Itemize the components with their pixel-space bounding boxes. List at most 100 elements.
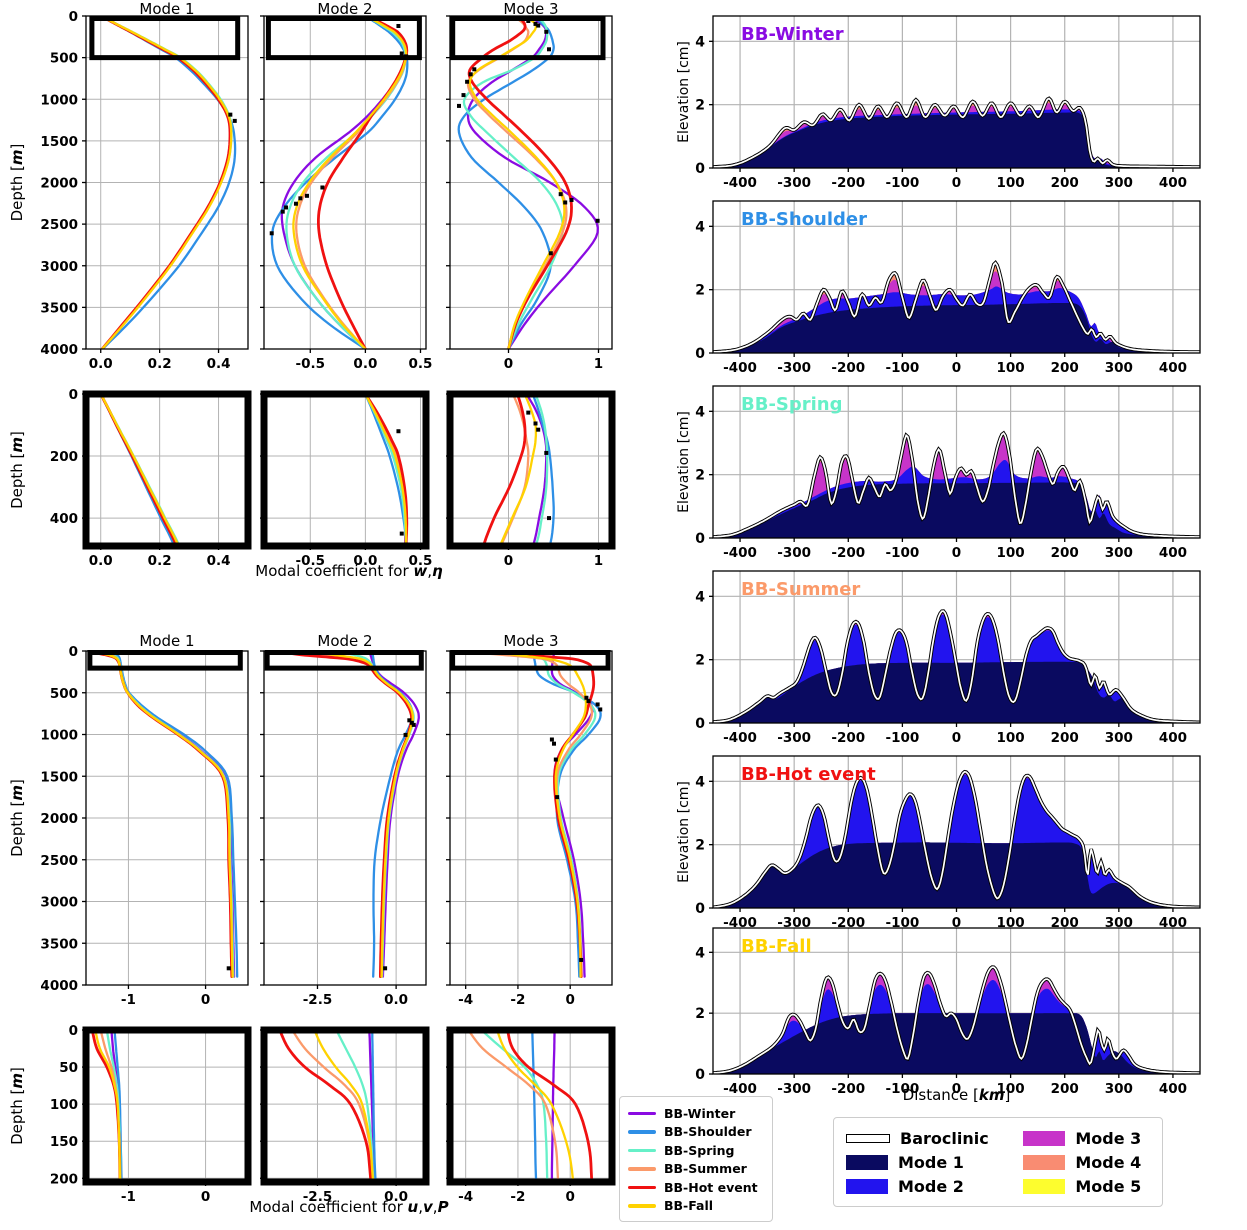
profile-line-bb-hot-event xyxy=(467,16,573,349)
svg-text:400: 400 xyxy=(1159,915,1187,931)
svg-text:-300: -300 xyxy=(777,730,811,746)
profile-line-bb-spring xyxy=(335,1030,375,1182)
svg-text:1000: 1000 xyxy=(40,728,78,744)
svg-text:1: 1 xyxy=(594,553,603,569)
critical-point-marker xyxy=(555,795,560,800)
svg-text:4: 4 xyxy=(695,945,705,961)
mode1-area xyxy=(713,112,1200,168)
svg-text:500: 500 xyxy=(50,686,78,702)
profile-line-bb-hot-event xyxy=(506,651,596,978)
svg-text:100: 100 xyxy=(997,545,1025,561)
critical-point-marker xyxy=(399,51,404,56)
svg-text:2000: 2000 xyxy=(40,176,78,192)
svg-text:0.0: 0.0 xyxy=(89,553,113,569)
elevation-panel-bb-winter: -400 -300 -200 -100 0 100 200 300 400 0 2 4 xyxy=(695,15,1201,191)
elevation-panel-bb-shoulder: -400 -300 -200 -100 0 100 200 300 400 0 2 4 xyxy=(695,200,1201,376)
svg-text:3000: 3000 xyxy=(40,259,78,275)
profile-line-bb-spring xyxy=(534,394,549,546)
svg-text:3000: 3000 xyxy=(40,895,78,911)
critical-point-marker xyxy=(396,429,401,434)
svg-text:0.0: 0.0 xyxy=(89,356,113,372)
svg-text:-1: -1 xyxy=(121,992,136,1008)
svg-text:-200: -200 xyxy=(831,360,865,376)
svg-text:4: 4 xyxy=(695,34,705,50)
svg-text:-300: -300 xyxy=(777,360,811,376)
svg-text:0.5: 0.5 xyxy=(409,553,433,569)
legend-seasons: BB-Winter BB-Shoulder BB-Spring BB-Summe… xyxy=(619,1096,773,1222)
w-mode3-title: Mode 3 xyxy=(503,0,559,18)
svg-text:2500: 2500 xyxy=(40,217,78,233)
profile-line-bb-summer xyxy=(467,1030,560,1182)
depth-ylabel-u-main: Depth [m] xyxy=(8,779,26,857)
profile-line-bb-spring xyxy=(462,16,564,349)
legend-item-bb-fall: BB-Fall xyxy=(628,1197,764,1216)
svg-text:0: 0 xyxy=(695,716,705,732)
svg-text:0: 0 xyxy=(565,1189,574,1205)
zoom-region-box xyxy=(450,15,606,61)
profile-line-bb-fall xyxy=(364,394,408,546)
mode5-fill-swatch xyxy=(1023,1178,1066,1194)
svg-text:-300: -300 xyxy=(777,545,811,561)
critical-point-marker xyxy=(548,251,553,256)
svg-text:-400: -400 xyxy=(723,545,757,561)
svg-text:100: 100 xyxy=(997,915,1025,931)
critical-point-marker xyxy=(409,720,414,725)
critical-point-marker xyxy=(595,218,600,223)
svg-text:0.4: 0.4 xyxy=(207,553,231,569)
u-main-panel-3: -4 -2 0 xyxy=(446,650,613,1008)
svg-text:-400: -400 xyxy=(723,360,757,376)
u-zoom-panel-1: -1 0 0 50 100 150 200 xyxy=(50,1023,252,1205)
critical-point-marker xyxy=(547,47,551,52)
critical-point-marker xyxy=(226,966,231,971)
svg-text:0: 0 xyxy=(695,1067,705,1083)
svg-text:1000: 1000 xyxy=(40,92,78,108)
svg-text:0.2: 0.2 xyxy=(148,356,172,372)
critical-point-marker xyxy=(403,732,408,737)
svg-text:-2.5: -2.5 xyxy=(303,1189,333,1205)
bb-winter-line-swatch xyxy=(628,1111,656,1115)
legend-item-bb-hot-event: BB-Hot event xyxy=(628,1178,764,1197)
svg-text:2000: 2000 xyxy=(40,811,78,827)
u-mode3-title: Mode 3 xyxy=(503,632,559,650)
critical-point-marker xyxy=(298,196,303,201)
svg-text:4: 4 xyxy=(695,774,705,790)
critical-point-marker xyxy=(569,197,574,202)
svg-text:100: 100 xyxy=(50,1097,78,1113)
profile-line-bb-fall xyxy=(292,16,408,349)
critical-point-marker xyxy=(598,707,603,712)
zoom-region-box xyxy=(265,15,422,61)
critical-point-marker xyxy=(533,421,538,426)
svg-text:-400: -400 xyxy=(723,1081,757,1097)
profile-line-bb-fall xyxy=(498,394,538,546)
svg-text:2: 2 xyxy=(695,283,705,299)
baroclinic-line xyxy=(713,431,1200,538)
critical-point-marker xyxy=(284,205,289,210)
svg-text:-400: -400 xyxy=(723,175,757,191)
svg-text:-200: -200 xyxy=(831,1081,865,1097)
svg-text:-100: -100 xyxy=(885,175,919,191)
svg-text:0: 0 xyxy=(201,992,210,1008)
bb-shoulder-line-swatch xyxy=(628,1130,656,1134)
svg-text:0: 0 xyxy=(952,915,961,931)
profile-line-bb-fall xyxy=(94,651,234,978)
w-zoom-panel-1: 0.0 0.2 0.4 0 200 400 xyxy=(50,387,252,569)
baroclinic-line xyxy=(713,261,1200,353)
svg-text:0: 0 xyxy=(695,161,705,177)
critical-point-marker xyxy=(558,192,563,197)
profile-line-bb-hot-event xyxy=(481,394,527,546)
svg-text:0: 0 xyxy=(69,1023,78,1039)
profile-line-bb-fall xyxy=(99,394,180,546)
u-zoom-panel-2: -2.5 0.0 xyxy=(260,1026,430,1205)
critical-point-marker xyxy=(280,209,285,214)
profile-line-bb-winter xyxy=(368,651,420,978)
svg-text:-100: -100 xyxy=(885,545,919,561)
w-main-panel-1: 0.0 0.2 0.4 0 500 1000 1500 2000 2500 3000 3500 400… xyxy=(40,9,249,372)
svg-text:0.0: 0.0 xyxy=(353,553,377,569)
svg-text:4: 4 xyxy=(695,589,705,605)
svg-text:-1: -1 xyxy=(121,1189,136,1205)
svg-text:0: 0 xyxy=(504,553,513,569)
u-main-panel-1: -1 0 0 500 1000 1500 2000 2500 3000 3500 4000 xyxy=(40,644,249,1008)
legend-item-bb-shoulder: BB-Shoulder xyxy=(628,1123,764,1142)
profile-line-bb-shoulder xyxy=(113,1030,123,1182)
